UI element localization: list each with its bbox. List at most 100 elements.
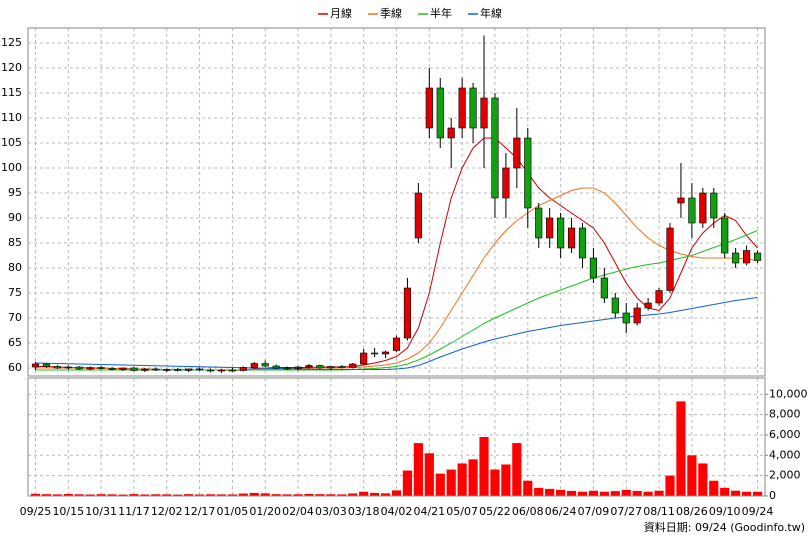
candle-body	[557, 217, 565, 249]
volume-bar	[512, 443, 522, 496]
volume-tick-label: 8,000	[769, 408, 801, 421]
volume-bar	[457, 463, 467, 496]
candle-body	[447, 127, 455, 139]
volume-bar	[140, 494, 150, 496]
footer: 資料日期: 09/24 (Goodinfo.tw)	[644, 520, 805, 534]
candle-body	[349, 363, 357, 368]
volume-bar	[184, 494, 194, 496]
candle-body	[458, 87, 466, 129]
x-tick-label: 08/11	[643, 505, 675, 518]
volume-bar	[709, 480, 719, 496]
candle-body	[130, 367, 138, 371]
candle-body	[97, 367, 105, 369]
candle-body	[163, 369, 171, 371]
x-tick-label: 10/31	[85, 505, 117, 518]
candle-body	[283, 367, 291, 370]
y-tick-label: 120	[1, 61, 22, 74]
volume-bar	[501, 464, 511, 496]
candle-body	[699, 192, 707, 224]
volume-bar	[566, 490, 577, 496]
volume-tick-label: 0	[769, 489, 776, 502]
volume-bar	[698, 463, 708, 496]
candle-body	[338, 366, 346, 368]
volume-bar	[599, 491, 609, 496]
candle-body	[316, 365, 324, 369]
volume-bar	[74, 494, 84, 496]
volume-bar	[205, 494, 216, 496]
volume-bar	[249, 492, 259, 496]
y-tick-label: 70	[8, 311, 22, 324]
volume-bar	[107, 494, 117, 496]
candle-body	[611, 297, 619, 314]
x-tick-label: 03/18	[348, 505, 380, 518]
candle-body	[491, 97, 499, 199]
volume-bar	[424, 453, 434, 496]
candle-body	[42, 363, 50, 367]
volume-bar	[315, 494, 325, 496]
candle-body	[152, 368, 160, 371]
candle-body	[403, 287, 412, 339]
candle-body	[546, 217, 554, 239]
volume-bar	[435, 473, 445, 496]
y-tick-label: 125	[1, 36, 22, 49]
x-tick-label: 08/26	[676, 505, 708, 518]
candle-body	[710, 192, 718, 219]
candle-body	[622, 312, 630, 324]
y-tick-label: 60	[8, 361, 22, 374]
volume-bar	[588, 490, 599, 496]
price-pane-frame	[27, 27, 766, 377]
y-tick-label: 65	[8, 336, 22, 349]
candle-body	[524, 137, 532, 209]
volume-bar	[173, 494, 183, 496]
x-tick-label: 06/24	[545, 505, 577, 518]
x-tick-label: 09/10	[709, 505, 741, 518]
candle-body	[250, 363, 258, 368]
volume-bar	[52, 494, 62, 496]
candle-body	[327, 366, 335, 369]
y-tick-label: 110	[1, 111, 22, 124]
volume-tick-label: 10,000	[769, 387, 808, 400]
candle-body	[195, 368, 204, 371]
volume-bar	[227, 494, 237, 496]
volume-bar	[293, 494, 303, 496]
y-tick-label: 85	[8, 236, 22, 249]
candle-body	[119, 367, 127, 370]
volume-bar	[731, 490, 741, 496]
volume-bar	[632, 490, 642, 496]
volume-bar	[654, 490, 664, 496]
x-tick-label: 09/25	[20, 505, 52, 518]
candle-body	[743, 250, 751, 264]
volume-bar	[468, 459, 478, 496]
x-tick-label: 01/05	[217, 505, 249, 518]
candle-body	[567, 227, 576, 249]
candle-body	[732, 252, 740, 264]
volume-bar	[534, 487, 544, 496]
x-tick-label: 07/09	[578, 505, 610, 518]
volume-bar	[348, 493, 358, 496]
volume-bar	[413, 443, 423, 496]
candle-body	[392, 337, 401, 351]
x-tick-label: 03/03	[315, 505, 347, 518]
volume-bar	[391, 490, 402, 496]
volume-bar	[545, 488, 555, 496]
candle-body	[666, 227, 674, 291]
volume-bar	[282, 494, 292, 496]
x-tick-label: 05/07	[446, 505, 478, 518]
candle-body	[600, 277, 608, 299]
volume-bar	[260, 493, 270, 496]
candle-body	[228, 369, 236, 372]
volume-bar	[326, 494, 336, 496]
volume-tick-label: 4,000	[769, 448, 801, 461]
volume-bar	[380, 493, 391, 496]
volume-bar	[271, 494, 281, 496]
volume-bar	[577, 491, 588, 496]
volume-bar	[337, 494, 347, 496]
legend-label: 年線	[480, 6, 502, 20]
candle-body	[261, 363, 269, 367]
candle-body	[305, 365, 313, 368]
volume-tick-label: 6,000	[769, 428, 801, 441]
volume-bar	[96, 494, 106, 496]
volume-bar	[479, 437, 489, 496]
candle-body	[480, 97, 488, 129]
candle-body	[239, 367, 247, 371]
